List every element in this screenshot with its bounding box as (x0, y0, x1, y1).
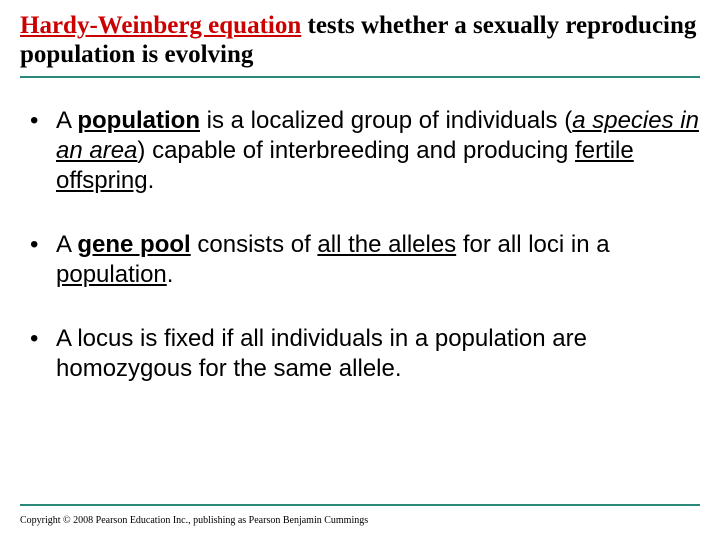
text-run: for all loci in a (456, 231, 609, 258)
text-run: population (56, 261, 167, 288)
text-run: ) capable of interbreeding and producing (137, 137, 575, 164)
text-run: is a localized group of individuals ( (200, 107, 572, 134)
footer-divider (20, 504, 700, 506)
text-run: all the alleles (317, 231, 456, 258)
list-item: A population is a localized group of ind… (30, 106, 700, 196)
text-run: A locus is fixed if all individuals in a… (56, 325, 587, 382)
text-run: . (167, 261, 174, 288)
text-run: A (56, 231, 77, 258)
text-run: consists of (191, 231, 318, 258)
text-run: . (148, 167, 155, 194)
text-run: A (56, 107, 77, 134)
list-item: A locus is fixed if all individuals in a… (30, 324, 700, 384)
title-accent: Hardy-Weinberg equation (20, 12, 301, 39)
copyright-text: Copyright © 2008 Pearson Education Inc.,… (20, 515, 368, 526)
text-run: gene pool (77, 231, 190, 258)
slide-title: Hardy-Weinberg equation tests whether a … (20, 12, 700, 78)
list-item: A gene pool consists of all the alleles … (30, 230, 700, 290)
bullet-list: A population is a localized group of ind… (20, 106, 700, 384)
text-run: population (77, 107, 200, 134)
